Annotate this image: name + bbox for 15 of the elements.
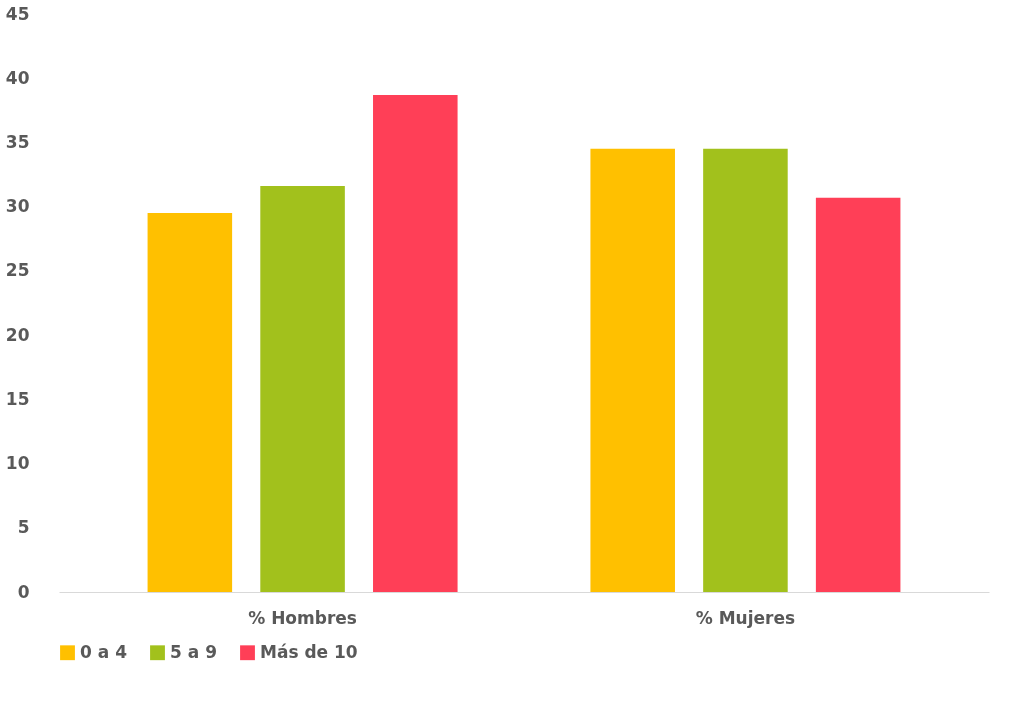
legend-label: 0 a 4 xyxy=(80,641,128,662)
y-tick-label: 45 xyxy=(5,3,30,24)
y-tick-label: 25 xyxy=(5,260,30,281)
y-tick-label: 30 xyxy=(5,196,30,217)
y-tick-label: 40 xyxy=(5,67,30,88)
legend-label: Más de 10 xyxy=(260,641,358,662)
y-tick-label: 15 xyxy=(5,388,30,409)
y-tick-label: 20 xyxy=(5,324,30,345)
x-tick-label: % Hombres xyxy=(248,607,357,628)
x-tick-label: % Mujeres xyxy=(695,607,796,628)
y-tick-label: 0 xyxy=(17,581,30,602)
y-tick-label: 35 xyxy=(5,131,30,152)
y-tick-label: 10 xyxy=(5,453,30,474)
y-tick-label: 5 xyxy=(17,517,30,538)
legend-label: 5 a 9 xyxy=(170,641,217,662)
